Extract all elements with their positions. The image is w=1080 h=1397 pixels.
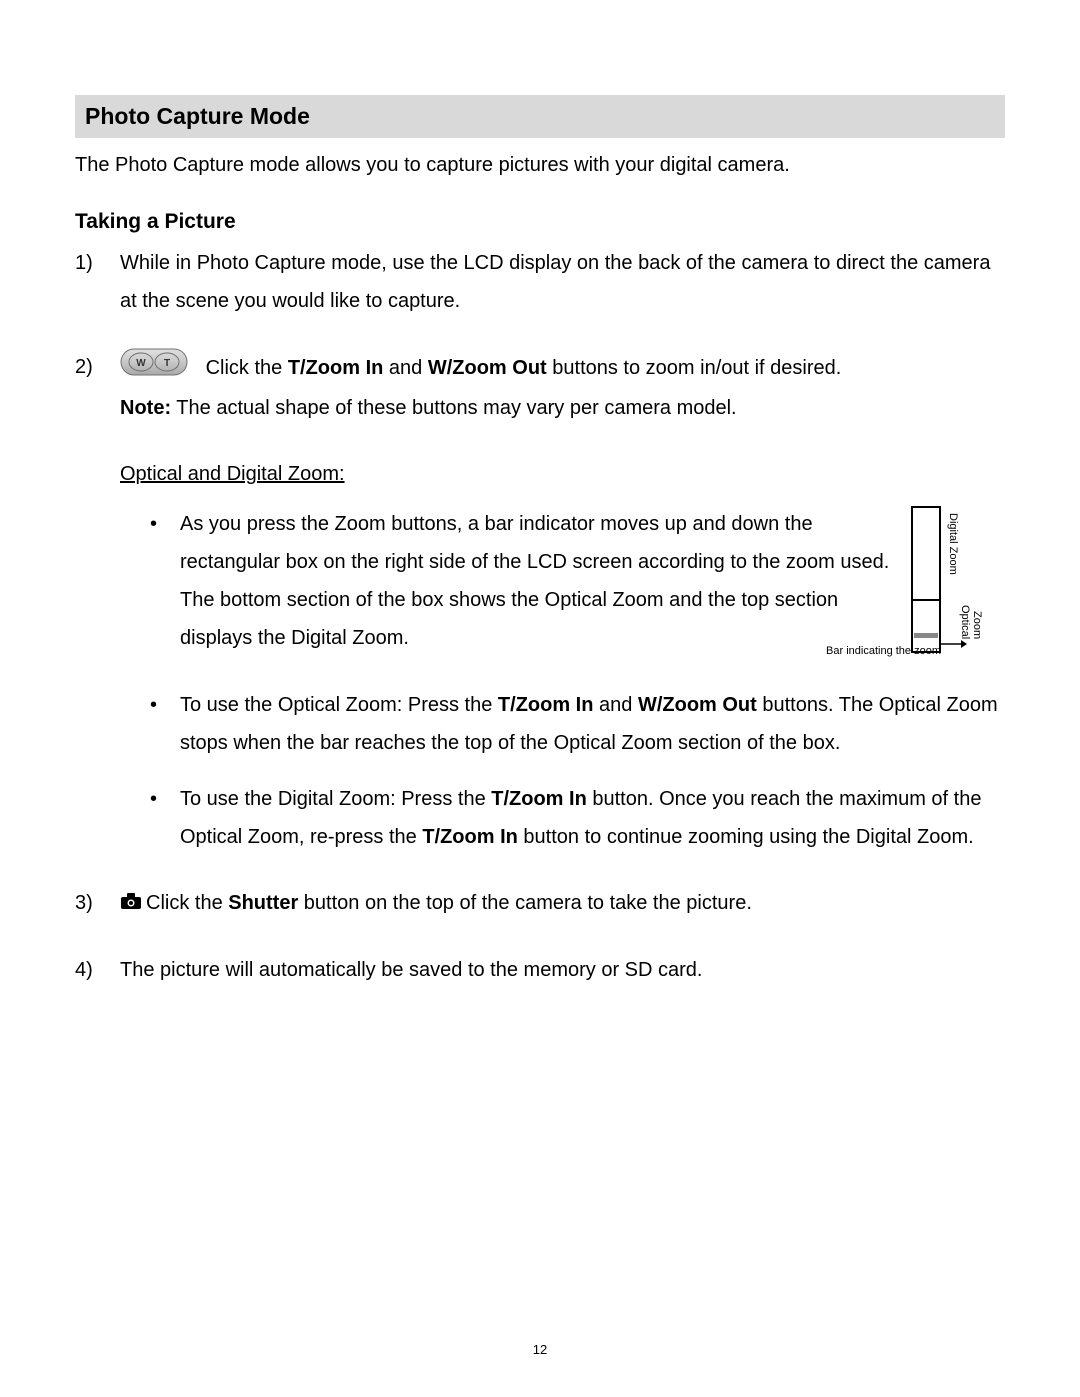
- optical-digital-heading: Optical and Digital Zoom:: [120, 455, 1005, 493]
- section-title: Photo Capture Mode: [75, 95, 1005, 138]
- bullet-3: To use the Digital Zoom: Press the T/Zoo…: [150, 780, 1005, 856]
- bullet-3-pre: To use the Digital Zoom: Press the: [180, 788, 491, 810]
- bar-indicating-label: Bar indicating the zoom: [826, 641, 941, 662]
- zoom-bullets: As you press the Zoom buttons, a bar ind…: [150, 505, 1005, 856]
- step-2-mid1: and: [383, 357, 427, 379]
- step-1-text: While in Photo Capture mode, use the LCD…: [120, 252, 990, 312]
- bullet-1-text: As you press the Zoom buttons, a bar ind…: [180, 505, 910, 657]
- step-2-post: buttons to zoom in/out if desired.: [547, 357, 842, 379]
- step-4: The picture will automatically be saved …: [75, 951, 1005, 989]
- t-label: T: [164, 358, 170, 369]
- step-1: While in Photo Capture mode, use the LCD…: [75, 244, 1005, 320]
- bullet-3-bold-1: T/Zoom In: [491, 788, 587, 810]
- steps-list: While in Photo Capture mode, use the LCD…: [75, 244, 1005, 989]
- bullet-2-bold-1: T/Zoom In: [498, 694, 594, 716]
- subsection-title: Taking a Picture: [75, 210, 1005, 234]
- bullet-1: As you press the Zoom buttons, a bar ind…: [150, 505, 1005, 668]
- w-label: W: [136, 358, 146, 369]
- step-2-text-pre: Click the: [206, 357, 288, 379]
- section-intro: The Photo Capture mode allows you to cap…: [75, 150, 1005, 180]
- step-3-pre: Click the: [146, 892, 228, 914]
- zoom-indicator-diagram: Digital Zoom Optical Zoom Bar indicating…: [910, 505, 1005, 668]
- step-2-note-label: Note:: [120, 397, 171, 419]
- zoom-wt-button-icon: W T: [120, 348, 188, 389]
- bullet-3-bold-2: T/Zoom In: [422, 826, 518, 848]
- step-4-text: The picture will automatically be saved …: [120, 959, 702, 981]
- step-2-bold-2: W/Zoom Out: [428, 357, 547, 379]
- digital-zoom-label: Digital Zoom: [947, 513, 959, 575]
- step-2: W T Click the T/Zoom In and W/Zoom Out b…: [75, 348, 1005, 856]
- page-number: 12: [0, 1342, 1080, 1357]
- step-3-bold: Shutter: [228, 892, 298, 914]
- step-2-note-text: The actual shape of these buttons may va…: [171, 397, 737, 419]
- bullet-2-bold-2: W/Zoom Out: [638, 694, 757, 716]
- bullet-3-post: button to continue zooming using the Dig…: [518, 826, 974, 848]
- optical-zoom-label-2: Zoom: [971, 611, 983, 639]
- step-3-post: button on the top of the camera to take …: [298, 892, 752, 914]
- manual-page: Photo Capture Mode The Photo Capture mod…: [0, 0, 1080, 1397]
- bullet-2-pre: To use the Optical Zoom: Press the: [180, 694, 498, 716]
- step-3: Click the Shutter button on the top of t…: [75, 884, 1005, 923]
- camera-icon: [120, 885, 142, 923]
- bullet-2: To use the Optical Zoom: Press the T/Zoo…: [150, 686, 1005, 762]
- arrow-icon: [941, 633, 967, 658]
- step-2-bold-1: T/Zoom In: [288, 357, 384, 379]
- bullet-2-mid1: and: [593, 694, 637, 716]
